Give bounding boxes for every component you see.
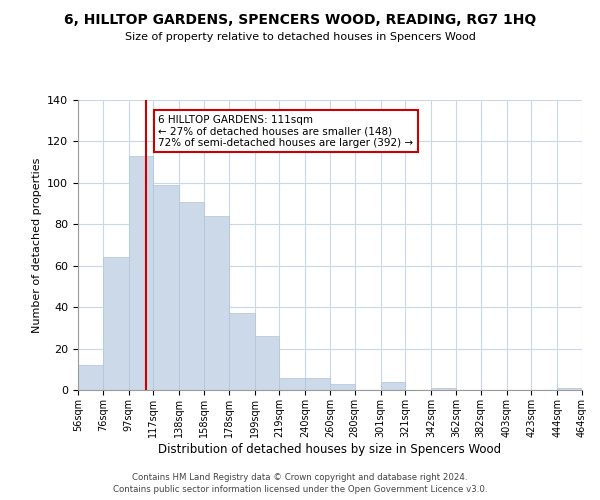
- Bar: [557, 388, 582, 390]
- Bar: [229, 314, 254, 390]
- Bar: [280, 378, 305, 390]
- Bar: [330, 384, 355, 390]
- Text: Size of property relative to detached houses in Spencers Wood: Size of property relative to detached ho…: [125, 32, 475, 42]
- Bar: [254, 336, 280, 390]
- Bar: [204, 216, 229, 390]
- Bar: [128, 156, 154, 390]
- Bar: [431, 388, 456, 390]
- Text: 6 HILLTOP GARDENS: 111sqm
← 27% of detached houses are smaller (148)
72% of semi: 6 HILLTOP GARDENS: 111sqm ← 27% of detac…: [158, 114, 413, 148]
- Text: Contains HM Land Registry data © Crown copyright and database right 2024.: Contains HM Land Registry data © Crown c…: [132, 472, 468, 482]
- Text: Contains public sector information licensed under the Open Government Licence v3: Contains public sector information licen…: [113, 485, 487, 494]
- Bar: [179, 202, 204, 390]
- Bar: [103, 258, 128, 390]
- Bar: [78, 365, 103, 390]
- Text: 6, HILLTOP GARDENS, SPENCERS WOOD, READING, RG7 1HQ: 6, HILLTOP GARDENS, SPENCERS WOOD, READI…: [64, 12, 536, 26]
- Bar: [305, 378, 330, 390]
- Text: Distribution of detached houses by size in Spencers Wood: Distribution of detached houses by size …: [158, 442, 502, 456]
- Bar: [380, 382, 406, 390]
- Bar: [154, 185, 179, 390]
- Y-axis label: Number of detached properties: Number of detached properties: [32, 158, 41, 332]
